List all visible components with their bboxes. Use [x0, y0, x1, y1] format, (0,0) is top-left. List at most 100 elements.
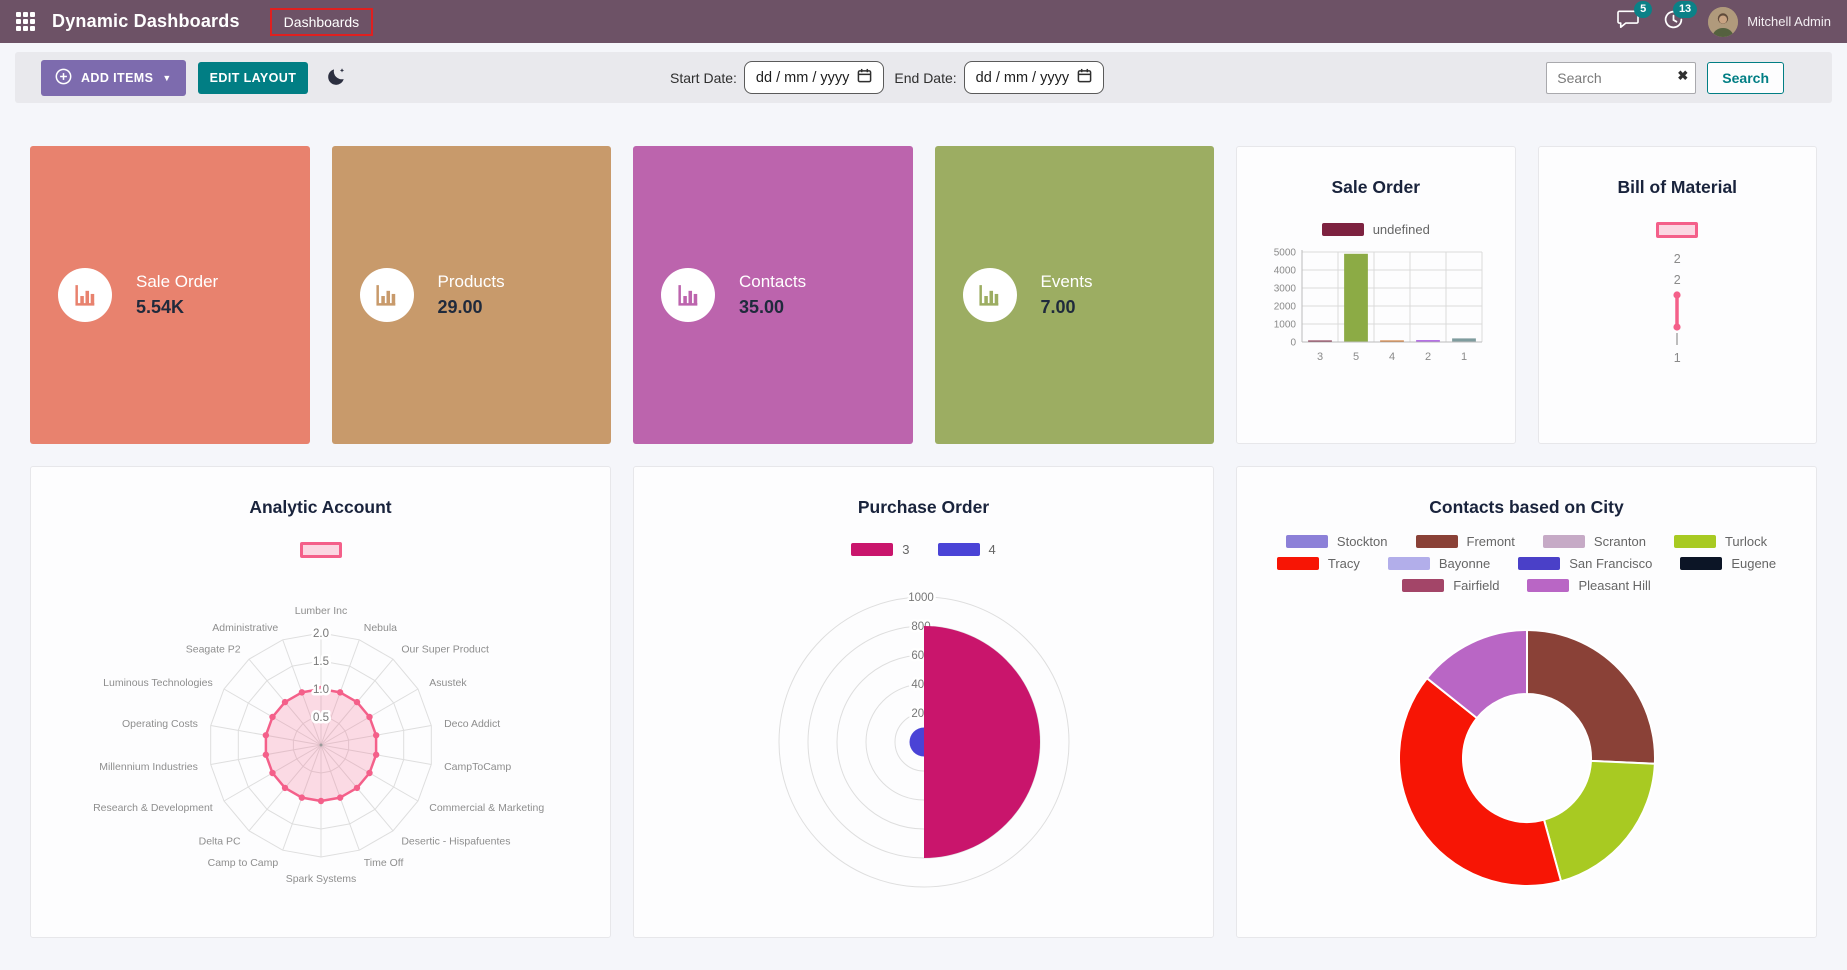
legend-swatch	[1415, 535, 1458, 548]
svg-text:0.5: 0.5	[313, 712, 329, 724]
calendar-icon	[1077, 68, 1092, 87]
svg-text:CampToCamp: CampToCamp	[444, 761, 511, 773]
legend-item[interactable]: Turlock	[1673, 534, 1767, 549]
legend-label: San Francisco	[1569, 556, 1653, 571]
svg-text:2.0: 2.0	[313, 628, 329, 640]
legend-swatch	[1285, 535, 1328, 548]
app-title: Dynamic Dashboards	[52, 11, 240, 31]
svg-text:Lumber Inc: Lumber Inc	[294, 605, 347, 617]
edit-layout-button[interactable]: EDIT LAYOUT	[197, 61, 309, 94]
legend-label: Pleasant Hill	[1578, 578, 1651, 593]
legend-item[interactable]: undefined	[1321, 222, 1430, 237]
legend-item[interactable]: 4	[937, 542, 996, 557]
start-date-input[interactable]: dd / mm / yyyy	[743, 61, 885, 94]
legend-swatch	[1673, 535, 1716, 548]
avatar	[1708, 6, 1739, 37]
legend-item[interactable]: Pleasant Hill	[1527, 578, 1651, 593]
activities-button[interactable]: 13	[1663, 0, 1698, 35]
bar-chart-icon	[359, 268, 414, 322]
legend-item[interactable]: Fairfield	[1402, 578, 1499, 593]
kpi-label: Sale Order	[136, 272, 219, 291]
apps-grid-icon[interactable]	[16, 11, 36, 32]
chart-title: Bill of Material	[1617, 177, 1738, 197]
kpi-value: 5.54K	[136, 297, 185, 317]
user-menu[interactable]: Mitchell Admin	[1708, 6, 1831, 37]
legend-label: undefined	[1372, 222, 1430, 237]
search-button[interactable]: Search	[1707, 61, 1784, 94]
end-date-input[interactable]: dd / mm / yyyy	[963, 61, 1105, 94]
chat-bubble-icon	[1617, 10, 1640, 33]
legend-item[interactable]: Bayonne	[1387, 556, 1491, 571]
legend-item[interactable]: Eugene	[1680, 556, 1776, 571]
analytic-account-radar-chart: 0.5 1.0 1.5 2.0 Lumber Inc Nebula Our Super Pr…	[93, 605, 544, 885]
legend-item[interactable]	[299, 542, 342, 558]
date-filter-group: Start Date: dd / mm / yyyy End Date: dd …	[670, 61, 1105, 94]
legend-label: Fairfield	[1453, 578, 1500, 593]
clear-search-icon[interactable]: ✖	[1677, 67, 1689, 83]
chart-title: Purchase Order	[857, 497, 990, 517]
legend-item[interactable]: Stockton	[1285, 534, 1388, 549]
kpi-row: Sale Order 5.54K Products 29.00 Contacts…	[30, 146, 1817, 444]
svg-text:1.0: 1.0	[313, 684, 329, 696]
svg-text:Millennium Industries: Millennium Industries	[99, 761, 198, 773]
svg-text:1000: 1000	[1274, 320, 1297, 331]
kpi-tile-events[interactable]: Events 7.00	[934, 146, 1214, 444]
sale-order-bar-chart: 0 1000 2000 3000 4000 5000 3 5 4 2 1	[1274, 248, 1483, 363]
legend-item[interactable]: Scranton	[1542, 534, 1646, 549]
legend-label: Eugene	[1731, 556, 1777, 571]
svg-text:Nebula: Nebula	[363, 622, 396, 634]
legend-swatch	[1387, 557, 1430, 570]
kpi-tile-contacts[interactable]: Contacts 35.00	[633, 146, 913, 444]
legend-label: Fremont	[1466, 534, 1515, 549]
kpi-value: 7.00	[1040, 297, 1076, 317]
messages-button[interactable]: 5	[1617, 1, 1653, 34]
chart-title: Sale Order	[1331, 177, 1421, 197]
svg-text:1.5: 1.5	[313, 656, 329, 668]
svg-text:5: 5	[1353, 351, 1359, 363]
legend-swatch	[299, 542, 342, 558]
add-items-button[interactable]: ADD ITEMS ▼	[41, 59, 186, 96]
legend-swatch	[1542, 535, 1585, 548]
charts-row: Analytic Account 0.5 1.0 1.5 2.0 Lumber Inc N…	[30, 466, 1817, 938]
legend-item[interactable]: 3	[851, 542, 910, 557]
kpi-label: Contacts	[739, 272, 807, 291]
card-contacts-city: Contacts based on City Stockton Fremont Sc…	[1236, 466, 1817, 938]
legend-item[interactable]: Tracy	[1276, 556, 1360, 571]
legend-item[interactable]: San Francisco	[1518, 556, 1652, 571]
svg-text:2000: 2000	[1274, 302, 1297, 313]
legend-label: Bayonne	[1438, 556, 1491, 571]
legend-swatch	[937, 543, 980, 556]
svg-text:3000: 3000	[1274, 284, 1297, 295]
dark-mode-toggle[interactable]	[324, 64, 349, 92]
legend-item[interactable]: Fremont	[1415, 534, 1515, 549]
svg-text:Seagate P2: Seagate P2	[185, 644, 240, 656]
bar-chart-icon	[962, 268, 1017, 322]
legend-swatch	[1680, 557, 1723, 570]
svg-text:1000: 1000	[908, 592, 934, 604]
svg-text:Deco Addict: Deco Addict	[444, 718, 500, 730]
svg-text:Spark Systems: Spark Systems	[285, 873, 356, 885]
svg-text:Asustek: Asustek	[429, 677, 467, 689]
search-group: ✖ Search	[1546, 61, 1784, 94]
chart-title: Contacts based on City	[1429, 497, 1624, 517]
kpi-tile-sale-order[interactable]: Sale Order 5.54K	[30, 146, 310, 444]
chart-title: Analytic Account	[249, 497, 392, 517]
contacts-city-donut-chart	[1397, 628, 1656, 887]
bill-of-material-chart: 2 2 1	[1539, 245, 1817, 365]
legend-swatch	[1656, 222, 1699, 238]
svg-text:Operating Costs: Operating Costs	[122, 718, 198, 730]
svg-text:Time Off: Time Off	[363, 857, 403, 869]
search-input[interactable]	[1546, 61, 1697, 94]
svg-text:5000: 5000	[1274, 248, 1297, 259]
legend-swatch	[1527, 579, 1570, 592]
kpi-tile-products[interactable]: Products 29.00	[331, 146, 611, 444]
svg-text:4000: 4000	[1274, 266, 1297, 277]
kpi-value: 35.00	[739, 297, 785, 317]
legend-label: 3	[902, 542, 910, 557]
menu-item-dashboards[interactable]: Dashboards	[269, 7, 374, 36]
legend-item[interactable]	[1656, 222, 1699, 238]
svg-text:Commercial & Marketing: Commercial & Marketing	[429, 802, 544, 814]
legend-swatch	[1402, 579, 1445, 592]
svg-text:1: 1	[1461, 351, 1467, 363]
